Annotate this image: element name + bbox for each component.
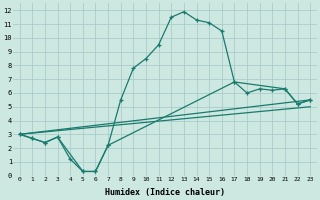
X-axis label: Humidex (Indice chaleur): Humidex (Indice chaleur) [105,188,225,197]
